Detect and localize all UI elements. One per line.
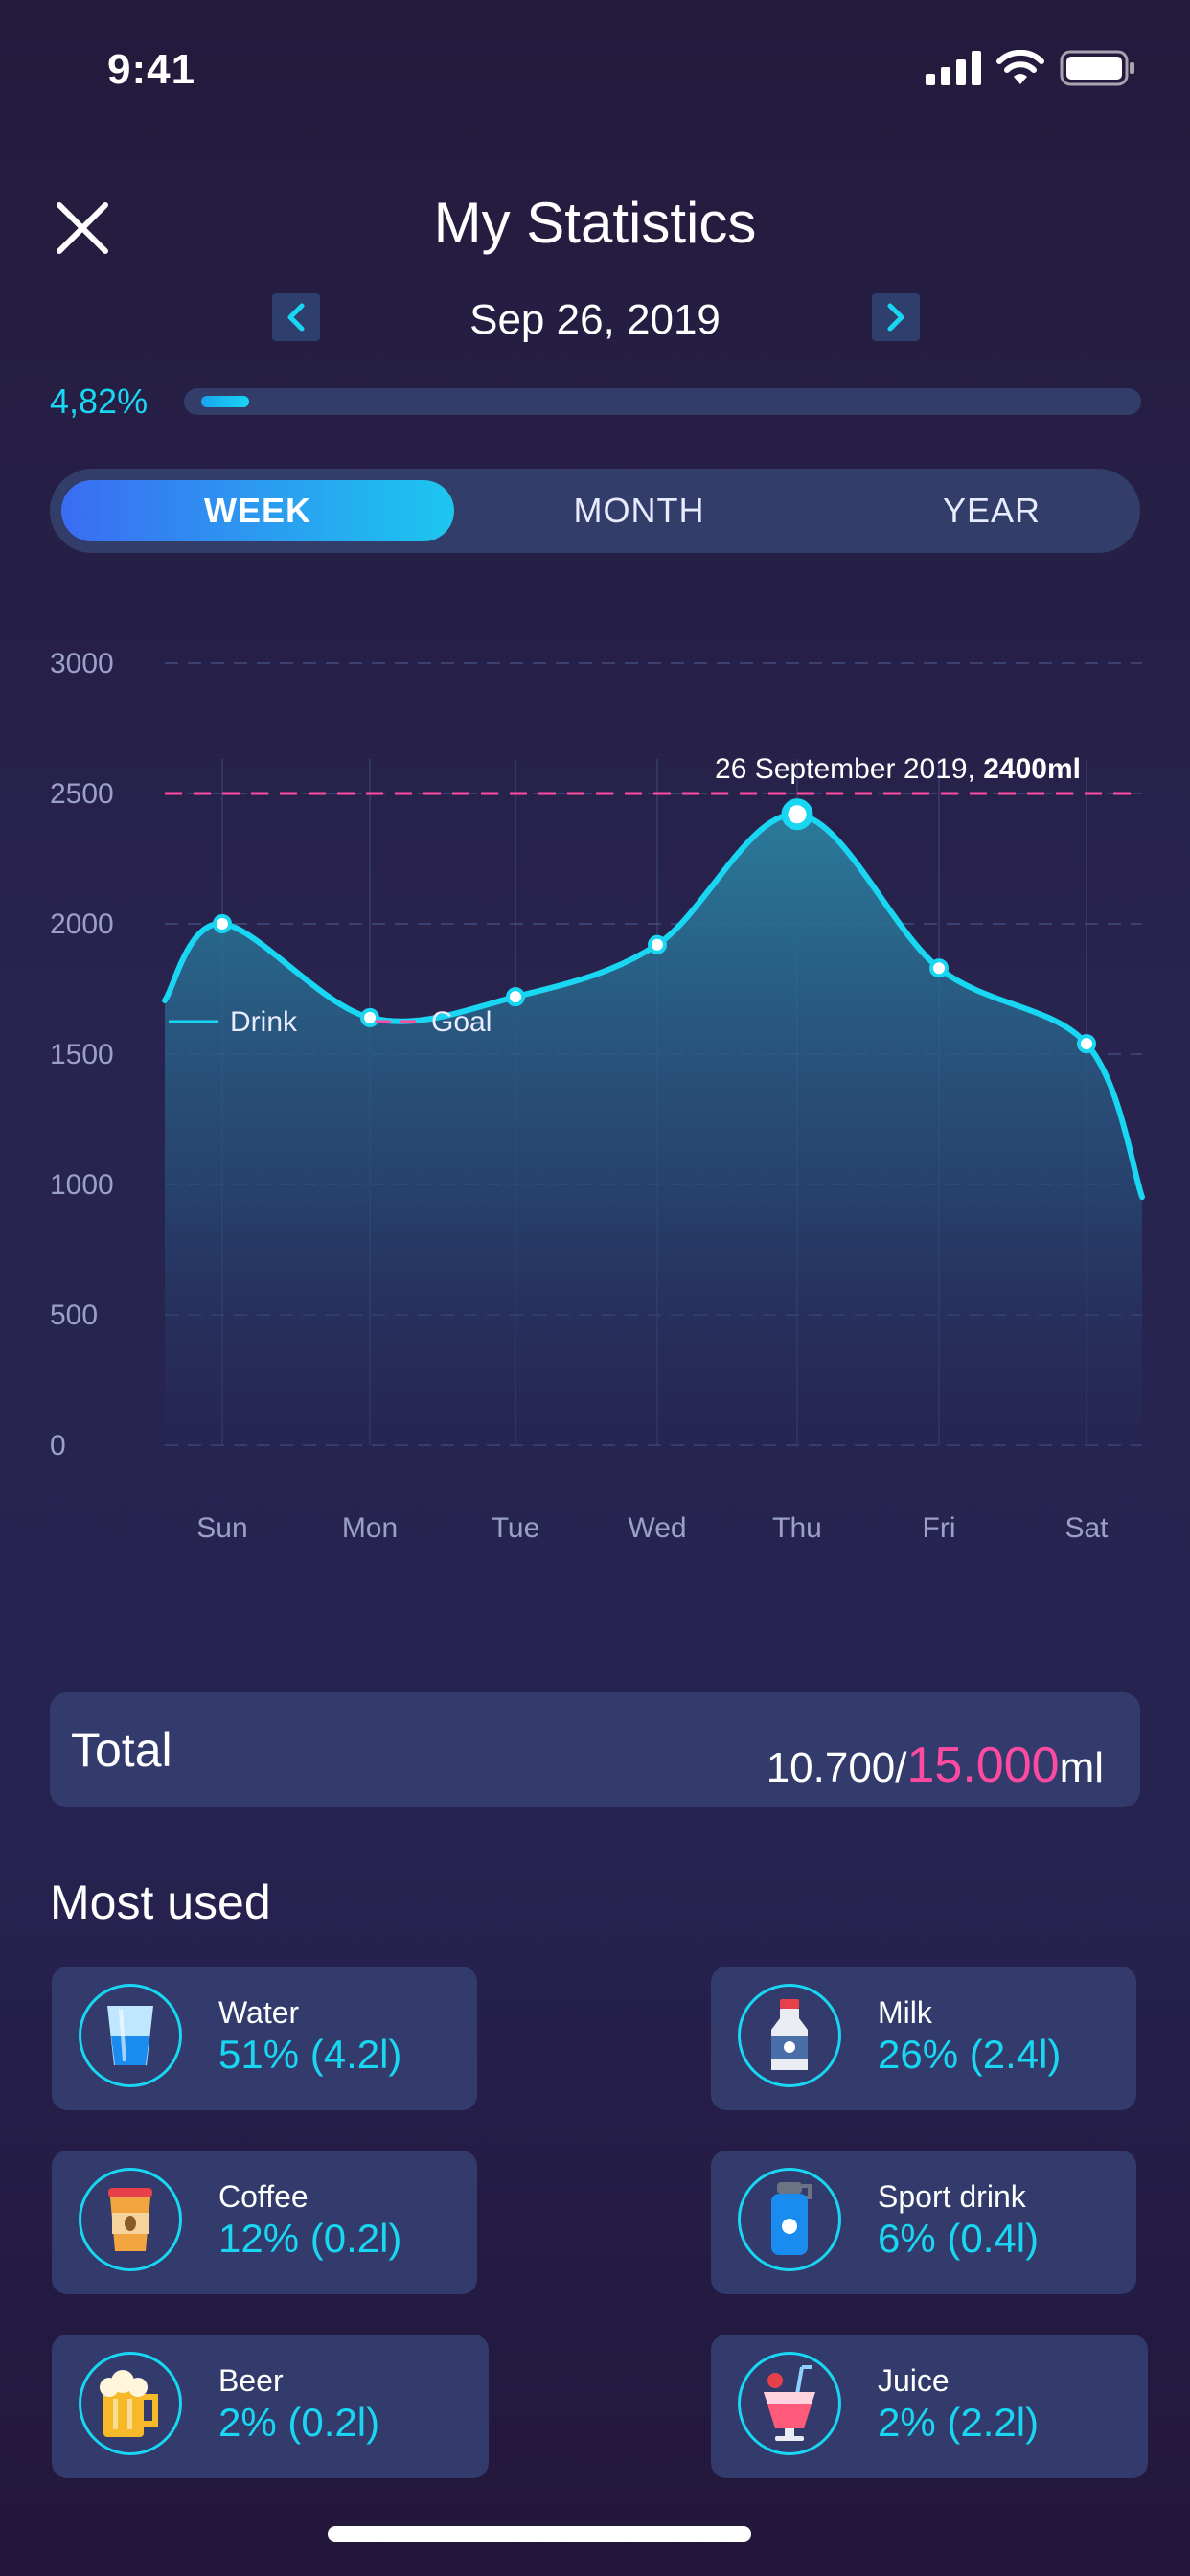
progress-bar: [184, 388, 1141, 415]
drink-share: 2% (2.2l): [878, 2400, 1040, 2445]
beer-mug-icon: [79, 2352, 182, 2455]
date-navigator: Sep 26, 2019: [0, 293, 1190, 347]
total-label: Total: [71, 1723, 172, 1777]
x-tick-label: Sat: [1064, 1512, 1109, 1544]
period-tabs: WEEK MONTH YEAR: [50, 469, 1140, 553]
chart-legend: Drink Goal: [169, 1006, 492, 1038]
highlight-unit: ml: [1047, 753, 1081, 785]
data-point[interactable]: [648, 934, 667, 954]
total-card: Total 10.700/15.000ml: [50, 1692, 1140, 1807]
drink-card-juice[interactable]: Juice 2% (2.2l): [711, 2334, 1148, 2478]
chart-svg: 0 500 1000 1500 2000 2500 3000 Sun Mon Tue Wed Thu F…: [50, 648, 1145, 1544]
highlight-value: 2400: [983, 753, 1047, 785]
y-tick-label: 3000: [50, 648, 114, 679]
juice-glass-icon: [738, 2352, 841, 2455]
drink-area: [165, 814, 1142, 1445]
cellular-signal-icon: [926, 51, 981, 85]
x-tick-label: Thu: [772, 1512, 822, 1544]
most-used-title: Most used: [50, 1875, 271, 1929]
total-value: 10.700/15.000ml: [767, 1712, 1104, 1822]
status-time: 9:41: [107, 46, 196, 93]
wifi-icon: [996, 50, 1044, 84]
chevron-left-icon: [287, 303, 305, 332]
y-tick-label: 1500: [50, 1039, 114, 1070]
drink-name: Juice: [878, 2363, 950, 2398]
total-current: 10.700/: [766, 1744, 907, 1791]
drink-card-beer[interactable]: Beer 2% (0.2l): [52, 2334, 489, 2478]
milk-bottle-icon: [738, 1984, 841, 2087]
y-tick-label: 0: [50, 1430, 66, 1461]
data-point[interactable]: [1077, 1034, 1096, 1054]
chevron-right-icon: [887, 303, 904, 332]
drink-share: 6% (0.4l): [878, 2216, 1040, 2261]
x-tick-label: Wed: [628, 1512, 686, 1544]
x-tick-label: Tue: [492, 1512, 540, 1544]
data-point[interactable]: [506, 987, 525, 1007]
y-tick-label: 2500: [50, 778, 114, 810]
data-point[interactable]: [213, 914, 232, 933]
home-indicator: [328, 2526, 751, 2542]
drink-share: 2% (0.2l): [218, 2400, 380, 2445]
x-tick-label: Fri: [923, 1512, 956, 1544]
drink-share: 26% (2.4l): [878, 2032, 1062, 2077]
drink-card-water[interactable]: Water 51% (4.2l): [52, 1966, 477, 2110]
drink-share: 12% (0.2l): [218, 2216, 402, 2261]
drink-name: Sport drink: [878, 2179, 1026, 2214]
data-point[interactable]: [360, 1007, 379, 1027]
highlight-annotation: 26 September 2019, 2400ml: [715, 753, 1081, 785]
drink-card-sport-drink[interactable]: Sport drink 6% (0.4l): [711, 2150, 1136, 2294]
legend-drink-label: Drink: [230, 1006, 298, 1038]
drink-line: [162, 811, 1145, 1201]
tab-month[interactable]: MONTH: [573, 491, 705, 530]
y-tick-label: 500: [50, 1300, 98, 1331]
water-glass-icon: [79, 1984, 182, 2087]
total-unit: ml: [1059, 1744, 1104, 1791]
date-label: Sep 26, 2019: [469, 296, 721, 343]
close-icon: [57, 202, 108, 254]
status-icons: [926, 50, 1136, 86]
progress-percent: 4,82%: [50, 381, 149, 421]
previous-date-button[interactable]: [272, 293, 320, 341]
progress-fill: [201, 396, 249, 407]
drink-share: 51% (4.2l): [218, 2032, 402, 2077]
x-tick-label: Sun: [196, 1512, 247, 1544]
next-date-button[interactable]: [872, 293, 920, 341]
highlight-prefix: 26 September 2019,: [715, 753, 983, 785]
drink-name: Water: [218, 1995, 300, 2030]
y-tick-label: 2000: [50, 908, 114, 940]
drink-name: Milk: [878, 1995, 932, 2030]
drink-card-milk[interactable]: Milk 26% (2.4l): [711, 1966, 1136, 2110]
coffee-cup-icon: [79, 2168, 182, 2271]
statistics-chart: 0 500 1000 1500 2000 2500 3000 Sun Mon Tue Wed Thu F…: [0, 613, 1190, 1562]
page-title: My Statistics: [433, 191, 757, 255]
tab-week[interactable]: WEEK: [61, 480, 454, 541]
legend-goal-label: Goal: [431, 1006, 492, 1038]
y-tick-label: 1000: [50, 1169, 114, 1201]
sport-bottle-icon: [738, 2168, 841, 2271]
x-tick-label: Mon: [342, 1512, 398, 1544]
tab-year[interactable]: YEAR: [942, 491, 1041, 530]
highlight-point[interactable]: [781, 798, 813, 831]
drink-name: Beer: [218, 2363, 284, 2398]
battery-icon: [1060, 50, 1134, 86]
drink-card-coffee[interactable]: Coffee 12% (0.2l): [52, 2150, 477, 2294]
close-button[interactable]: [56, 201, 109, 255]
drink-name: Coffee: [218, 2179, 309, 2214]
total-goal: 15.000: [906, 1737, 1060, 1793]
data-point[interactable]: [929, 958, 949, 978]
